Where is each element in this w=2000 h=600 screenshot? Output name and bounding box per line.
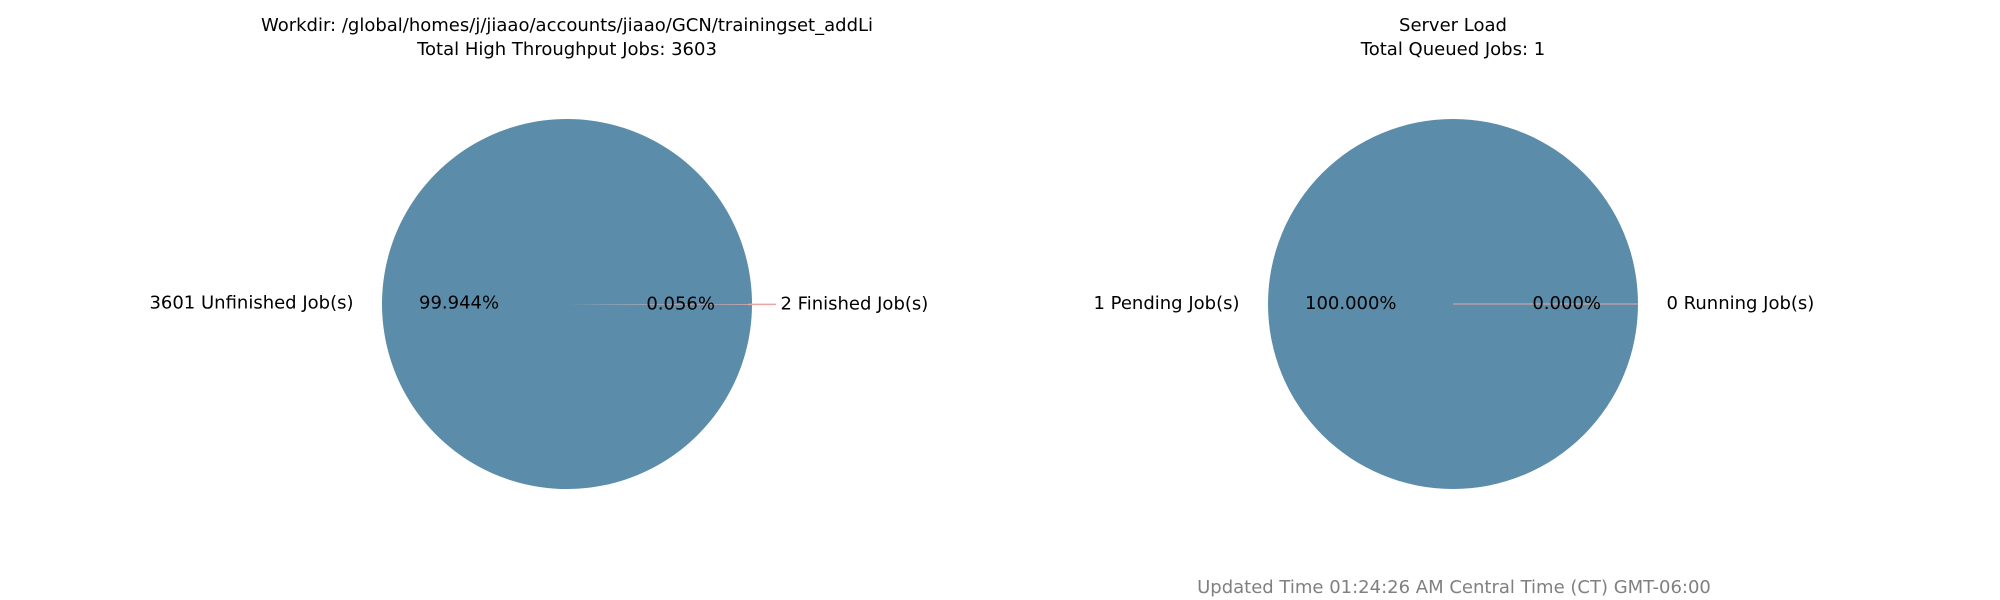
pie-label-3601-unfinished-job-s: 3601 Unfinished Job(s) [149, 293, 353, 314]
pie-label-2-finished-job-s: 2 Finished Job(s) [780, 293, 928, 314]
pie-slice-2-finished-job-s [567, 304, 752, 305]
workdir-chart-title: Workdir: /global/homes/j/jiaao/accounts/… [261, 15, 873, 36]
pie-slice-3601-unfinished-job-s [382, 118, 752, 489]
workdir-pie-slices [382, 118, 777, 489]
pie-pct-label-2-finished-job-s: 0.056% [646, 293, 715, 314]
server-load-chart-subtitle: Total Queued Jobs: 1 [1360, 39, 1545, 60]
pie-pct-label-0-running-job-s: 0.000% [1532, 293, 1601, 314]
pie-label-1-pending-job-s: 1 Pending Job(s) [1093, 293, 1239, 314]
server-load-pie-slices [1268, 119, 1638, 489]
workdir-pie-labels: 3601 Unfinished Job(s) 99.944% 2 Finished … [149, 293, 928, 315]
pie-pct-label-3601-unfinished-job-s: 99.944% [419, 293, 499, 314]
workdir-jobs-pie-chart: Workdir: /global/homes/j/jiaao/accounts/… [149, 15, 928, 489]
server-load-pie-chart: Server Load Total Queued Jobs: 1 1 Pendi… [1093, 15, 1814, 489]
updated-time-footer: Updated Time 01:24:26 AM Central Time (C… [1197, 577, 1711, 598]
workdir-chart-subtitle: Total High Throughput Jobs: 3603 [416, 39, 717, 60]
server-load-pie-labels: 1 Pending Job(s) 100.000% 0 Running Job(s)… [1093, 293, 1814, 314]
pie-label-0-running-job-s: 0 Running Job(s) [1667, 293, 1815, 314]
server-load-chart-title: Server Load [1399, 15, 1507, 36]
pie-pct-label-1-pending-job-s: 100.000% [1305, 293, 1397, 314]
